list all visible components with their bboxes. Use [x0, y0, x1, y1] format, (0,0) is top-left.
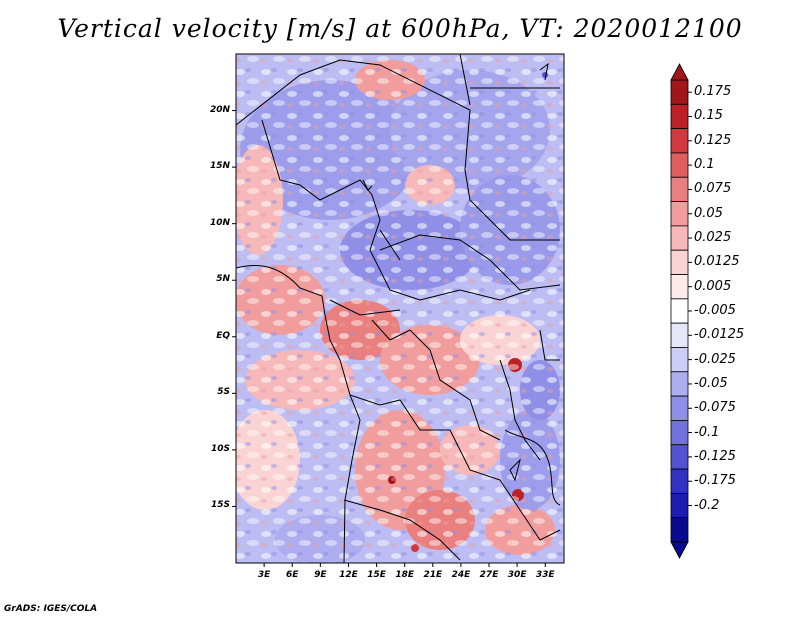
colorbar-label: -0.175 — [694, 473, 736, 489]
colorbar-segment — [670, 225, 689, 251]
colorbar-label: -0.075 — [694, 400, 736, 416]
colorbar-label: -0.0125 — [694, 327, 745, 343]
x-tick-label: 27E — [479, 570, 499, 580]
x-tick-label: 21E — [423, 570, 443, 580]
colorbar-segment — [670, 176, 689, 202]
x-tick-label: 30E — [507, 570, 527, 580]
x-tick-label: 12E — [339, 570, 358, 580]
colorbar-label: 0.125 — [694, 132, 732, 148]
colorbar-label: -0.125 — [694, 448, 736, 464]
y-tick-label: 5S — [217, 387, 230, 398]
colorbar-bottom-arrow — [670, 541, 689, 559]
colorbar-segment — [670, 322, 689, 348]
y-tick-label: 5N — [216, 274, 230, 285]
colorbar-segment — [670, 371, 689, 397]
colorbar-segment — [670, 395, 689, 421]
y-tick-label: 10N — [209, 217, 230, 228]
colorbar-label: 0.025 — [694, 230, 732, 246]
colorbar-segment — [670, 468, 689, 494]
colorbar-label: 0.005 — [694, 278, 732, 294]
colorbar-segment — [670, 420, 689, 446]
colorbar-segment — [670, 249, 689, 275]
chart-title: Vertical velocity [m/s] at 600hPa, VT: 2… — [57, 14, 743, 43]
colorbar-label: 0.15 — [694, 108, 723, 124]
heatmap-field — [236, 54, 564, 563]
colorbar-label: -0.1 — [694, 424, 720, 440]
x-tick-label: 24E — [451, 570, 471, 580]
colorbar-label: 0.05 — [694, 205, 723, 221]
colorbar-segment — [670, 79, 689, 105]
colorbar-label: -0.005 — [694, 303, 736, 318]
colorbar — [670, 63, 692, 559]
colorbar-segment — [670, 201, 689, 227]
colorbar-label: -0.025 — [694, 351, 736, 367]
colorbar-segment — [670, 103, 689, 130]
x-tick-label: 3E — [257, 570, 271, 580]
colorbar-segment — [670, 444, 689, 470]
y-axis-ticks — [232, 110, 236, 507]
x-tick-label: 18E — [395, 570, 415, 580]
colorbar-segment — [670, 152, 689, 178]
country-borders — [236, 54, 561, 563]
colorbar-segment — [670, 274, 689, 300]
colorbar-label: 0.075 — [694, 181, 732, 197]
y-tick-label: 10S — [210, 443, 230, 454]
x-tick-label: 9E — [314, 570, 327, 580]
grads-credit: GrADS: IGES/COLA — [4, 604, 98, 614]
colorbar-label: 0.0125 — [694, 254, 740, 270]
colorbar-label: 0.175 — [694, 84, 732, 100]
x-tick-label: 15E — [367, 570, 386, 580]
colorbar-top-arrow — [670, 63, 689, 81]
colorbar-segment — [670, 298, 689, 324]
colorbar-segment — [670, 128, 689, 154]
y-tick-label: EQ — [216, 330, 230, 341]
colorbar-label: -0.2 — [694, 497, 720, 513]
x-tick-label: 33E — [535, 570, 555, 580]
y-tick-label: 15N — [209, 161, 230, 172]
colorbar-segment — [670, 517, 689, 543]
colorbar-label: 0.1 — [694, 157, 715, 173]
colorbar-segment — [670, 347, 689, 373]
x-tick-label: 6E — [286, 570, 299, 580]
y-tick-label: 15S — [210, 500, 230, 511]
colorbar-segment — [670, 492, 689, 519]
plot-frame — [235, 53, 565, 564]
x-axis-ticks — [263, 563, 546, 567]
colorbar-label: -0.05 — [694, 375, 728, 391]
y-tick-label: 20N — [209, 104, 230, 115]
